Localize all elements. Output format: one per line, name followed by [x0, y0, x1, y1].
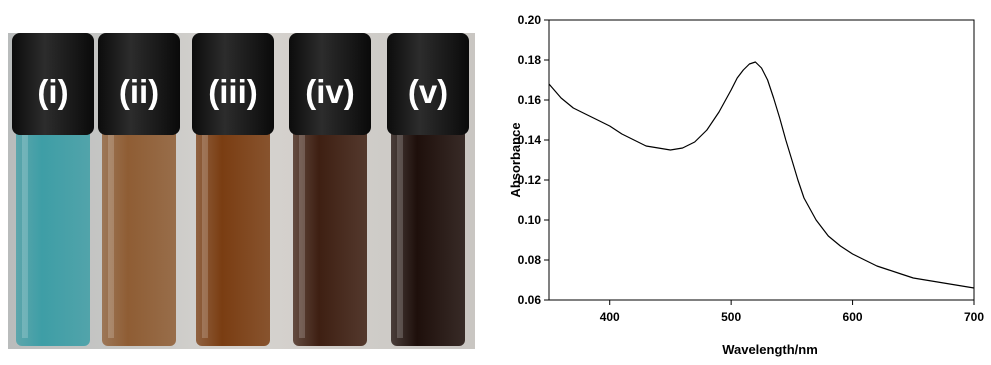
vial-glass-highlight — [397, 133, 403, 338]
plot-area-frame — [548, 19, 975, 301]
y-tick-label: 0.06 — [518, 293, 542, 307]
vial-liquid — [293, 128, 367, 346]
y-axis-title: Absorbance — [508, 122, 523, 197]
vial-1: (i) — [12, 33, 94, 346]
vial-liquid — [102, 128, 176, 346]
y-tick-label: 0.16 — [518, 93, 542, 107]
y-tick-label: 0.14 — [518, 133, 542, 147]
vials-photo-image: (i) (ii) (iii) (iv) (v) — [8, 33, 475, 349]
vial-glass-highlight — [108, 133, 114, 338]
vial-4: (iv) — [289, 33, 371, 346]
vial-glass-highlight — [299, 133, 305, 338]
vials-photo: (i) (ii) (iii) (iv) (v) — [8, 33, 475, 349]
vial-glass-highlight — [202, 133, 208, 338]
vial-label: (iii) — [208, 73, 257, 110]
vial-cap — [98, 33, 180, 135]
vial-cap — [192, 33, 274, 135]
x-tick-label: 400 — [600, 310, 620, 324]
x-tick-label: 500 — [721, 310, 741, 324]
x-axis-title: Wavelength/nm — [722, 342, 818, 357]
vial-3: (iii) — [192, 33, 274, 346]
vial-label: (ii) — [119, 73, 159, 110]
absorbance-chart: 0.06 0.08 0.10 0.12 0.14 0.16 0.18 0.20 400 500 60… — [508, 13, 984, 357]
vial-label: (v) — [408, 73, 448, 110]
x-tick-label: 600 — [843, 310, 863, 324]
vial-2: (ii) — [98, 33, 180, 346]
vial-5: (v) — [387, 33, 469, 346]
vial-liquid — [391, 128, 465, 346]
x-tick-label: 700 — [964, 310, 984, 324]
vial-label: (iv) — [305, 73, 355, 110]
vial-liquid — [16, 128, 90, 346]
vial-label: (i) — [37, 73, 68, 110]
vial-cap — [387, 33, 469, 135]
vial-cap — [12, 33, 94, 135]
y-tick-label: 0.20 — [518, 13, 542, 27]
y-tick-label: 0.08 — [518, 253, 542, 267]
vial-liquid — [196, 128, 270, 346]
absorbance-spectrum-line — [548, 61, 975, 289]
y-tick-label: 0.12 — [518, 173, 542, 187]
vial-cap — [289, 33, 371, 135]
vial-glass-highlight — [22, 133, 28, 338]
y-tick-label: 0.18 — [518, 53, 542, 67]
y-tick-label: 0.10 — [518, 213, 542, 227]
